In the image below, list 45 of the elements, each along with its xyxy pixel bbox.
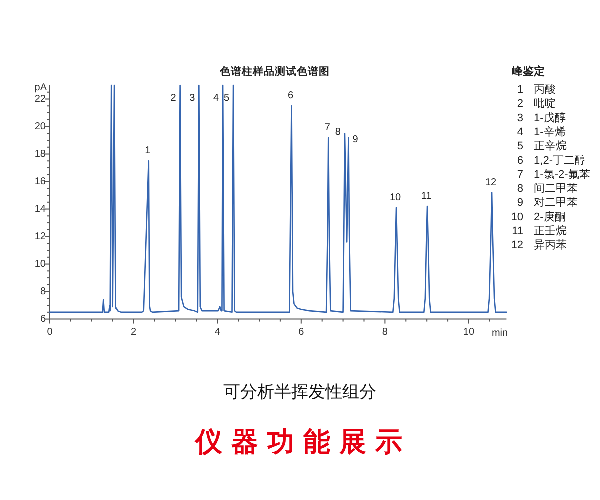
peak-label: 4 [213, 93, 220, 104]
key-item: 11 正壬烷 [512, 226, 568, 238]
y-tick-label: 22 [34, 94, 46, 105]
peak-label: 8 [335, 127, 341, 138]
peak-label: 11 [421, 191, 432, 202]
x-tick-label: 4 [214, 326, 221, 338]
peak-label: 1 [145, 146, 151, 157]
peak-label: 3 [190, 93, 196, 104]
key-item: 5 正辛烷 [517, 140, 568, 153]
peak-label: 10 [390, 192, 402, 204]
key-title: 峰鉴定 [512, 66, 545, 78]
y-tick-label: 16 [34, 176, 46, 188]
x-tick-label: 6 [298, 326, 305, 338]
xlabel: min [492, 328, 508, 339]
key-item: 8 间二甲苯 [517, 183, 578, 196]
y-tick-label: 8 [40, 286, 46, 298]
y-tick-label: 6 [40, 314, 46, 325]
key-item: 12 异丙苯 [511, 240, 568, 252]
key-item: 7 1-氯-2-氟苯 [517, 168, 590, 181]
key-item: 1 丙酸 [517, 84, 556, 96]
key-item: 4 1-辛烯 [517, 126, 566, 138]
key-item: 9 对二甲苯 [517, 197, 578, 210]
peak-label: 9 [352, 134, 358, 146]
x-tick-label: 10 [463, 326, 475, 338]
peak-label: 12 [485, 177, 497, 188]
y-tick-label: 10 [34, 258, 46, 270]
ylabel: pA [34, 82, 47, 94]
y-tick-label: 20 [34, 121, 46, 132]
y-tick-label: 18 [34, 148, 46, 160]
x-tick-label: 0 [47, 326, 54, 338]
key-item: 6 1,2-丁二醇 [517, 154, 586, 167]
y-tick-label: 12 [34, 231, 46, 242]
peak-label: 5 [224, 93, 230, 104]
peak-label: 6 [288, 90, 294, 102]
x-tick-label: 8 [382, 326, 388, 338]
peak-label: 2 [170, 93, 176, 104]
title: 色谱柱样品测试色谱图 [220, 66, 330, 78]
heading: 仪器功能展示 [196, 427, 412, 457]
peak-label: 7 [324, 122, 330, 134]
caption: 可分析半挥发性组分 [224, 382, 376, 402]
key-item: 10 2-庚酮 [511, 211, 566, 224]
x-tick-label: 2 [131, 326, 138, 338]
key-item: 2 吡啶 [517, 98, 556, 110]
y-tick-label: 14 [34, 204, 46, 215]
key-item: 3 1-戊醇 [517, 112, 566, 124]
